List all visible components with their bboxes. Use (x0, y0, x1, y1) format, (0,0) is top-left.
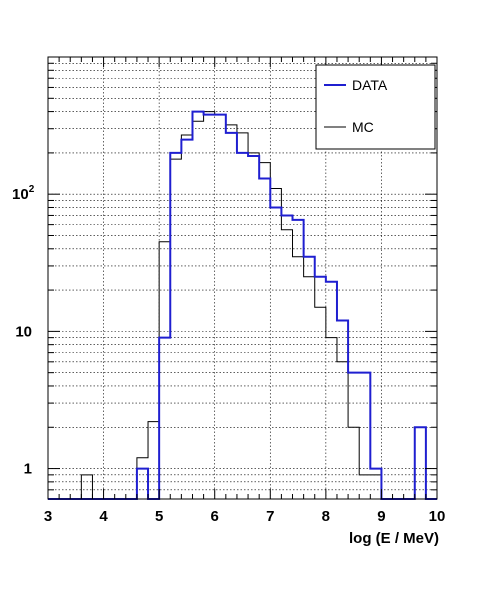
x-tick-label: 7 (266, 508, 274, 525)
series-mc-line (48, 111, 437, 500)
x-tick-label: 5 (155, 508, 163, 525)
series-layer (48, 110, 437, 500)
x-tick-label: 8 (322, 508, 330, 525)
y-tick-label: 102 (12, 184, 35, 203)
plot-frame (47, 56, 438, 500)
legend-box (315, 64, 436, 150)
axis-tick-labels: 3 4 5 6 7 8 9 10 1 10 102 (12, 184, 445, 525)
axis-ticks (47, 56, 438, 500)
x-tick-label: 9 (377, 508, 385, 525)
legend-label-mc: MC (352, 119, 374, 135)
legend: DATA MC (315, 64, 436, 150)
x-tick-label: 6 (211, 508, 219, 525)
y-tick-label: 10 (15, 323, 32, 340)
legend-label-data: DATA (352, 77, 388, 93)
x-tick-label: 3 (44, 508, 52, 525)
x-tick-label: 10 (429, 508, 446, 525)
series-data-line (48, 110, 437, 500)
x-tick-label: 4 (99, 508, 108, 525)
y-tick-label: 1 (24, 461, 32, 478)
x-axis-title: log (E / MeV) (349, 530, 439, 547)
